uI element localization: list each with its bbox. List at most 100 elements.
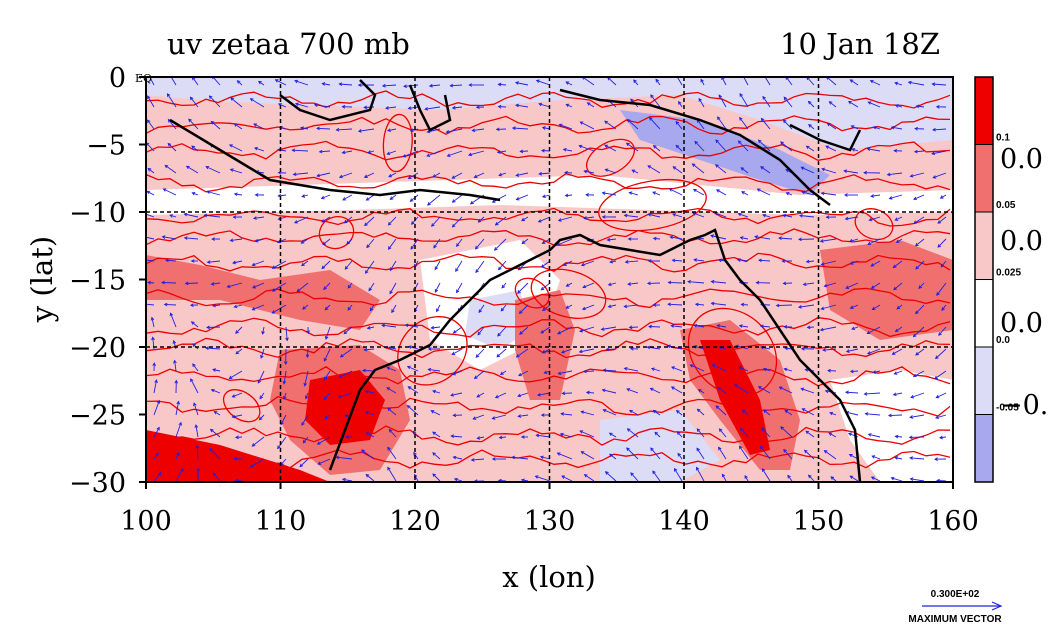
wind-vector-head [318, 483, 321, 486]
wind-vector [410, 194, 419, 202]
chart-title: uv zetaa 700 mb [167, 27, 410, 61]
wind-vector-head [941, 307, 945, 311]
wind-vector [405, 324, 419, 328]
wind-vector-head [174, 379, 179, 384]
wind-vector-head [161, 280, 165, 285]
wind-vector [295, 103, 309, 108]
wind-vector [512, 456, 529, 460]
wind-vector-head [710, 301, 715, 306]
wind-vector [628, 282, 639, 285]
wind-vector [821, 192, 837, 196]
wind-vector [696, 428, 705, 438]
wind-vector [338, 392, 353, 398]
colorbar-level-label: 0.0 [996, 335, 1010, 346]
wind-vector-head [654, 431, 659, 436]
wind-vector-head [781, 259, 786, 263]
wind-vector [871, 282, 881, 289]
wind-vector [896, 304, 903, 310]
wind-vector-head [630, 472, 634, 476]
wind-vector [783, 449, 793, 460]
wind-vector-head [540, 413, 545, 417]
wind-vector [565, 304, 573, 309]
wind-vector [798, 304, 815, 308]
wind-vector [497, 150, 507, 153]
wind-vector-head [872, 370, 877, 374]
wind-vector-head [560, 350, 565, 354]
wind-vector-head [848, 454, 853, 458]
wind-vector [633, 79, 639, 86]
wind-vector-head [341, 477, 346, 482]
wind-vector [651, 368, 661, 372]
wind-vector-head [674, 72, 677, 75]
wind-vector [690, 364, 705, 372]
wind-vector-head [623, 213, 628, 218]
contour-closed [514, 277, 550, 309]
fill-red-sw-core [305, 370, 385, 445]
x-tick-label: 160 [927, 506, 979, 537]
wind-vector [475, 238, 485, 250]
wind-vector-head [604, 144, 608, 148]
wind-vector [385, 106, 397, 109]
wind-vector [916, 105, 925, 108]
wind-vector-head [892, 264, 897, 269]
wind-vector-head [560, 412, 565, 416]
wind-vector [232, 414, 243, 418]
wind-vector-head [387, 246, 392, 250]
wind-vector [933, 172, 947, 179]
wind-vector-head [335, 455, 340, 460]
wind-vector-head [156, 399, 161, 404]
wind-vector [361, 449, 375, 460]
wind-vector [408, 386, 419, 394]
wind-vector-head [424, 107, 429, 111]
wind-vector-head [894, 217, 899, 221]
wind-vector-head [233, 304, 238, 309]
wind-vector-head [805, 145, 810, 150]
wind-vector-head [387, 346, 392, 350]
wind-vector [850, 304, 859, 309]
wind-vector-head [565, 103, 570, 108]
wind-vector [586, 391, 595, 394]
wind-vector-head [896, 305, 901, 310]
wind-vector-head [583, 216, 587, 220]
wind-vector-head [738, 366, 742, 370]
wind-vector-head [496, 150, 501, 154]
wind-vector [808, 124, 815, 130]
wind-vector [304, 370, 309, 386]
wind-vector [227, 282, 243, 288]
wind-vector-head [427, 202, 431, 206]
wind-vector-head [294, 79, 299, 84]
wind-vector-head [775, 303, 780, 308]
wind-vector-head [870, 476, 875, 480]
wind-vector-head [895, 239, 900, 243]
wind-vector-head [342, 197, 346, 201]
wind-vector [536, 434, 551, 438]
contour-closed [585, 138, 636, 177]
wind-vector-head [183, 212, 188, 217]
y-ticks: 0 −5 −10 −15 −20 −25 −30 [69, 63, 146, 499]
chart-subtitle: 10 Jan 18Z [780, 27, 940, 61]
wind-vector-head [585, 193, 589, 197]
wind-vector-head [173, 359, 177, 364]
wind-vector [604, 120, 617, 130]
wind-vector [204, 214, 221, 218]
contour-line [146, 449, 951, 469]
wind-vector [277, 238, 287, 243]
wind-vector-head [210, 388, 215, 393]
wind-vector-head [189, 303, 194, 307]
wind-vector-head [451, 105, 456, 110]
wind-vector [292, 149, 309, 152]
wind-vector-head [867, 351, 871, 355]
wind-vector-head [561, 475, 566, 479]
wind-vector-head [582, 369, 587, 374]
wind-vector-head [734, 384, 739, 388]
wind-vector-head [672, 166, 677, 170]
wind-vector-head [184, 281, 189, 286]
wind-vector-head [229, 168, 234, 172]
wind-vector-head [806, 325, 811, 330]
colorbar-swatch [974, 211, 994, 280]
wind-vector [450, 84, 463, 87]
wind-vector [762, 96, 771, 108]
wind-vector-head [498, 172, 503, 177]
wind-vector [935, 348, 947, 359]
wind-vector-head [605, 347, 610, 352]
